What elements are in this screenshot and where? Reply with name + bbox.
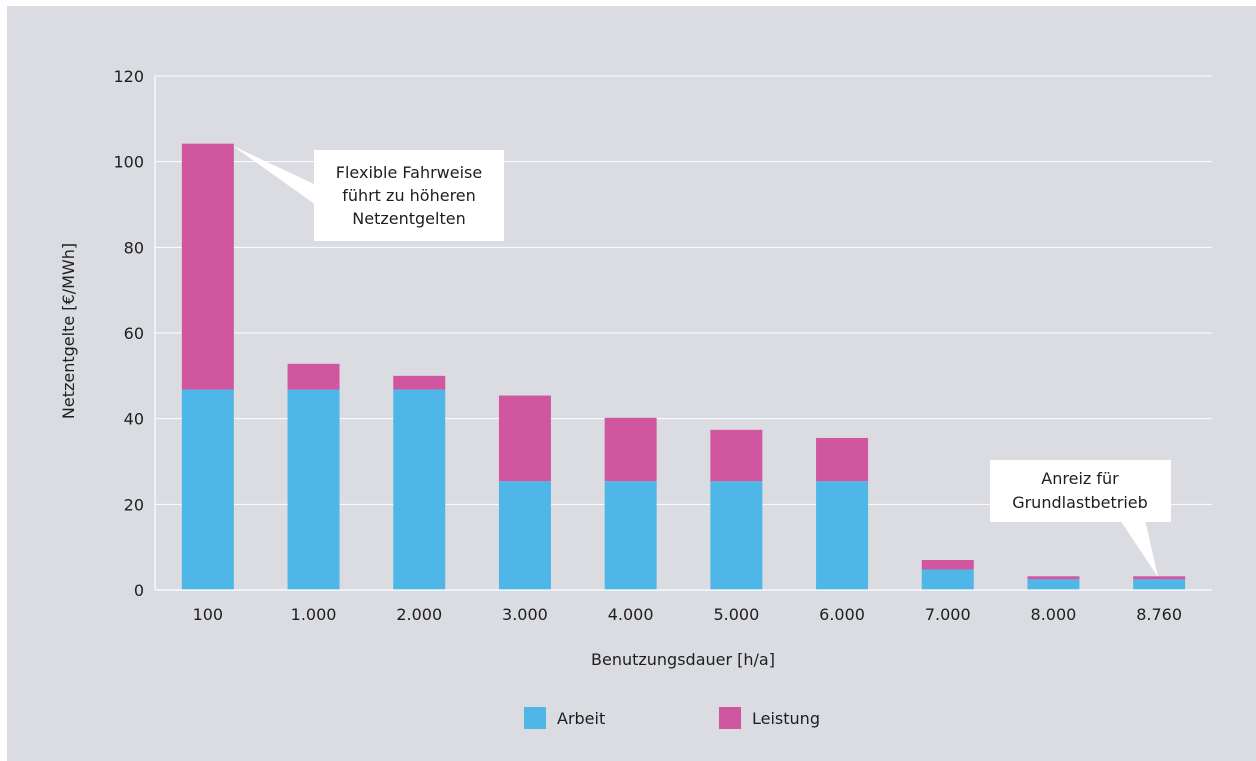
left-border [0,0,7,761]
callout-line: Flexible Fahrweise [336,163,482,182]
bar-leistung-2 [393,375,446,390]
x-tick-label: 4.000 [608,605,654,624]
callout-line: Grundlastbetrieb [1012,493,1148,512]
legend-label-leistung: Leistung [752,709,820,728]
bar-arbeit-9 [1133,579,1186,590]
bar-arbeit-3 [498,481,551,590]
callout-flexible: Flexible Fahrweise führt zu höheren Netz… [233,146,504,241]
bar-leistung-6 [816,437,869,482]
y-tick-label: 80 [124,238,144,257]
y-tick-label: 20 [124,495,144,514]
y-tick-label: 120 [113,67,144,86]
callout-pointer [233,146,316,205]
bar-arbeit-8 [1027,579,1080,590]
x-tick-label: 8.760 [1136,605,1182,624]
callout-pointer [1120,520,1158,577]
bar-arbeit-1 [287,389,340,590]
x-axis-title: Benutzungsdauer [h/a] [591,650,775,669]
bar-leistung-1 [287,363,340,390]
x-tick-label: 3.000 [502,605,548,624]
bars [181,143,1186,590]
x-tick-label: 7.000 [925,605,971,624]
bar-arbeit-6 [816,481,869,590]
callout-line: Anreiz für [1041,469,1119,488]
callout-line: Netzentgelten [352,209,465,228]
axes [154,76,1212,591]
top-border [0,0,1256,6]
x-tick-labels: 100 1.000 2.000 3.000 4.000 5.000 6.000 7.000 8.… [193,605,1182,624]
y-tick-label: 60 [124,324,144,343]
bar-leistung-3 [498,395,551,482]
legend-label-arbeit: Arbeit [557,709,605,728]
x-tick-label: 8.000 [1031,605,1077,624]
x-tick-label: 5.000 [713,605,759,624]
legend-swatch-leistung [719,707,741,729]
bar-arbeit-7 [921,569,974,590]
callout-box [990,460,1171,522]
bar-leistung-8 [1027,576,1080,580]
x-tick-label: 6.000 [819,605,865,624]
bar-leistung-9 [1133,576,1186,580]
bar-leistung-7 [921,560,974,570]
y-axis-title: Netzentgelte [€/MWh] [59,243,78,419]
legend-swatch-arbeit [524,707,546,729]
x-tick-label: 100 [193,605,224,624]
bar-arbeit-2 [393,389,446,590]
x-tick-label: 2.000 [396,605,442,624]
y-tick-label: 0 [134,581,144,600]
callout-line: führt zu höheren [342,186,476,205]
bar-arbeit-0 [181,389,234,590]
callout-box [314,150,504,241]
bar-leistung-5 [710,429,763,482]
callout-grundlast: Anreiz für Grundlastbetrieb [990,460,1171,577]
y-tick-labels: 0 20 40 60 80 100 120 [113,67,144,600]
y-tick-label: 100 [113,153,144,172]
bar-leistung-0 [181,143,234,390]
bar-arbeit-5 [710,481,763,590]
x-tick-label: 1.000 [291,605,337,624]
y-tick-label: 40 [124,410,144,429]
bar-arbeit-4 [604,481,657,590]
legend: Arbeit Leistung [524,707,820,729]
bar-leistung-4 [604,417,657,482]
